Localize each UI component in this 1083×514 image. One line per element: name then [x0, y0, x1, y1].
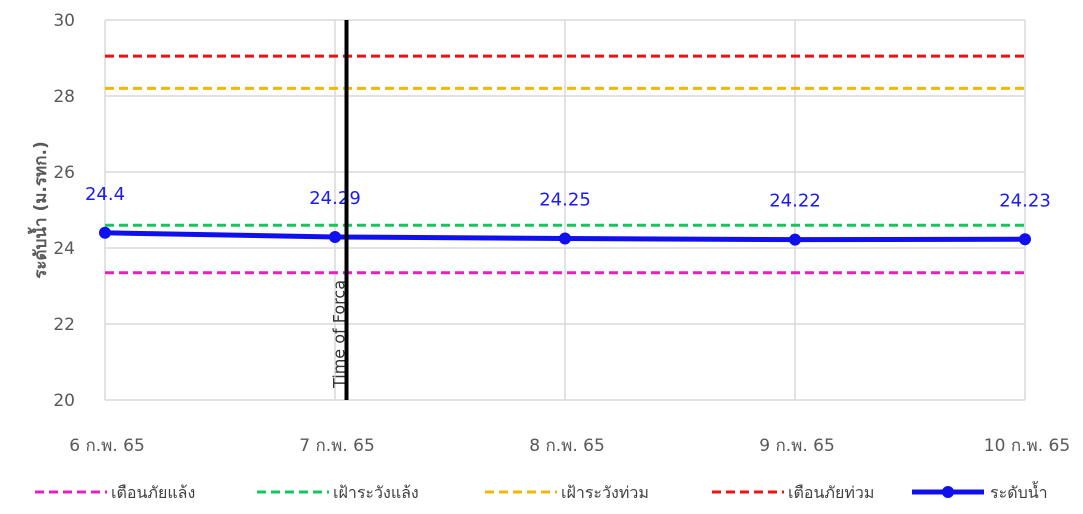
- data-point: [99, 226, 111, 239]
- legend-label: เฝ้าระวังแล้ง: [333, 483, 419, 502]
- data-label: 24.22: [769, 191, 821, 212]
- y-axis-label: ระดับน้ำ (ม.รทก.): [27, 141, 51, 278]
- legend-label: เตือนภัยแล้ง: [111, 483, 195, 502]
- legend-label: ระดับน้ำ: [990, 481, 1048, 502]
- y-tick-label: 20: [53, 391, 75, 411]
- data-label: 24.29: [309, 188, 361, 209]
- data-point: [329, 230, 341, 243]
- x-tick-label: 8 ก.พ. 65: [529, 436, 605, 456]
- y-tick-label: 22: [53, 315, 75, 335]
- legend-marker: [942, 486, 954, 498]
- data-label: 24.4: [85, 184, 125, 205]
- legend-label: เฝ้าระวังท่วม: [561, 483, 649, 502]
- y-tick-label: 28: [53, 87, 75, 107]
- data-label: 24.25: [539, 190, 591, 211]
- y-tick-label: 26: [53, 163, 75, 183]
- y-axis-ticks: 20 22 24 26 28 30: [53, 11, 75, 411]
- legend-item-3: เตือนภัยท่วม: [712, 483, 874, 502]
- y-tick-label: 24: [53, 239, 75, 259]
- chart-series: 24.4 24.29 24.25 24.22 24.23: [85, 54, 1051, 275]
- chart-legend: เตือนภัยแล้ง เฝ้าระวังแล้ง เฝ้าระวังท่วม เต…: [35, 481, 1048, 502]
- legend-label: เตือนภัยท่วม: [788, 483, 874, 502]
- x-tick-label: 7 ก.พ. 65: [299, 436, 375, 456]
- legend-item-1: เฝ้าระวังแล้ง: [257, 483, 419, 502]
- legend-item-0: เตือนภัยแล้ง: [35, 483, 195, 502]
- legend-item-4: ระดับน้ำ: [912, 481, 1048, 502]
- legend-item-2: เฝ้าระวังท่วม: [485, 483, 649, 502]
- data-point: [559, 232, 571, 245]
- y-tick-label: 30: [53, 11, 75, 31]
- data-point: [789, 233, 801, 246]
- forecast-label: Time of Forca: [330, 280, 349, 389]
- x-tick-label: 6 ก.พ. 65: [69, 436, 145, 456]
- data-label: 24.23: [999, 190, 1051, 211]
- time-of-forecast-marker: Time of Forca: [330, 20, 349, 400]
- series-4: 24.4 24.29 24.25 24.22 24.23: [85, 184, 1051, 246]
- data-point: [1019, 233, 1031, 246]
- x-axis-ticks: 6 ก.พ. 65 7 ก.พ. 65 8 ก.พ. 65 9 ก.พ. 65 10 ก…: [69, 436, 1070, 456]
- chart-gridlines: [104, 19, 1026, 401]
- x-tick-label: 9 ก.พ. 65: [759, 436, 835, 456]
- x-tick-label: 10 ก.พ. 65: [984, 436, 1070, 456]
